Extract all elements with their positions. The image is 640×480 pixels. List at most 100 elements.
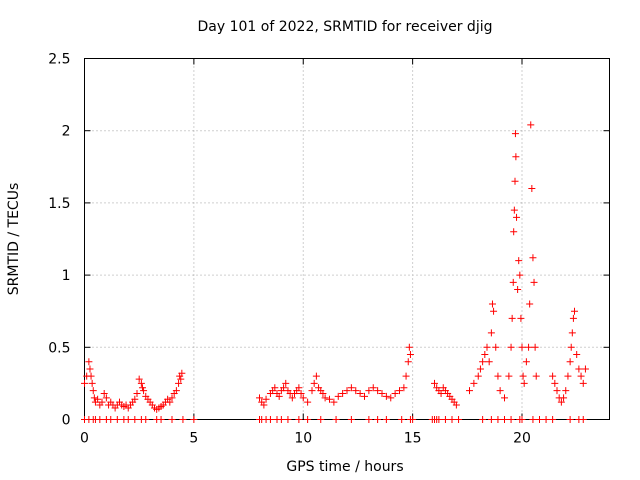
data-point: [476, 365, 484, 373]
data-point: [102, 394, 110, 402]
y-tick-label: 1.5: [48, 196, 70, 212]
data-point: [356, 390, 364, 398]
data-point: [507, 416, 515, 423]
data-point: [369, 384, 377, 392]
data-point: [404, 358, 412, 366]
data-point: [492, 343, 500, 351]
axis-ticks: 0 0.5 1 1.5 2 2.5 0 5 10 15 20: [48, 52, 610, 447]
data-point: [510, 206, 518, 214]
data-point: [515, 257, 523, 265]
data-point: [96, 416, 104, 423]
data-point: [177, 375, 185, 383]
data-point: [405, 343, 413, 351]
data-point: [347, 416, 355, 423]
y-tick-label: 1: [62, 268, 71, 284]
data-point: [528, 184, 536, 192]
data-point: [140, 387, 148, 395]
data-point: [575, 365, 583, 373]
data-point: [334, 392, 342, 400]
data-point: [409, 416, 417, 423]
data-point: [299, 394, 307, 402]
data-point: [86, 365, 94, 373]
data-point: [505, 372, 513, 380]
data-point: [90, 394, 98, 402]
y-tick-label: 2: [62, 124, 71, 140]
data-point: [168, 394, 176, 402]
data-point: [319, 390, 327, 398]
data-point: [131, 395, 139, 403]
data-point: [266, 416, 274, 423]
data-point: [573, 351, 581, 359]
data-point: [107, 416, 115, 423]
data-point: [511, 130, 519, 138]
x-tick-label: 0: [80, 431, 89, 447]
data-point: [479, 358, 487, 366]
data-point: [455, 416, 463, 423]
y-tick-label: 0: [62, 413, 71, 429]
data-point: [178, 369, 186, 377]
data-point: [490, 307, 498, 315]
data-point: [441, 416, 449, 423]
data-point: [282, 379, 290, 387]
data-point: [288, 394, 296, 402]
data-point: [131, 416, 139, 423]
data-point: [562, 387, 570, 395]
y-tick-label: 2.5: [48, 52, 70, 68]
data-point: [87, 372, 95, 380]
data-point: [512, 153, 520, 161]
data-point: [378, 390, 386, 398]
data-point: [517, 314, 525, 322]
data-points: [81, 121, 589, 423]
data-point: [124, 416, 132, 423]
data-point: [365, 387, 373, 395]
data-point: [374, 416, 382, 423]
data-point: [260, 401, 268, 409]
x-axis-label: GPS time / hours: [286, 459, 403, 475]
data-point: [179, 416, 187, 423]
data-point: [519, 372, 527, 380]
data-point: [494, 372, 502, 380]
data-point: [137, 379, 145, 387]
data-point: [332, 416, 340, 423]
data-point: [494, 416, 502, 423]
data-point: [532, 372, 540, 380]
grid-lines: [84, 58, 610, 420]
data-point: [567, 343, 575, 351]
data-point: [483, 343, 491, 351]
data-point: [522, 358, 530, 366]
data-point: [304, 398, 312, 406]
data-point: [511, 177, 519, 185]
data-point: [435, 416, 443, 423]
data-point: [487, 416, 495, 423]
data-point: [312, 372, 320, 380]
data-point: [481, 351, 489, 359]
data-point: [566, 358, 574, 366]
data-point: [284, 416, 292, 423]
data-point: [361, 392, 368, 400]
data-point: [520, 379, 528, 387]
data-point: [271, 384, 279, 392]
data-point: [396, 387, 403, 395]
data-point: [531, 343, 539, 351]
data-point: [190, 416, 198, 423]
data-point: [387, 394, 395, 402]
data-point: [510, 228, 518, 236]
data-point: [256, 394, 263, 402]
data-point: [568, 329, 576, 337]
data-point: [501, 394, 508, 402]
data-point: [365, 416, 373, 423]
data-point: [326, 395, 333, 403]
data-point: [431, 379, 438, 387]
data-point: [579, 416, 587, 423]
y-tick-label: 0.5: [48, 340, 70, 356]
data-point: [382, 392, 390, 400]
data-point: [551, 379, 559, 387]
data-point: [557, 398, 565, 406]
data-point: [571, 307, 578, 315]
data-point: [437, 390, 445, 398]
data-point: [501, 416, 508, 423]
data-point: [310, 379, 318, 387]
data-point: [317, 416, 325, 423]
data-point: [157, 416, 165, 423]
data-point: [100, 390, 108, 398]
